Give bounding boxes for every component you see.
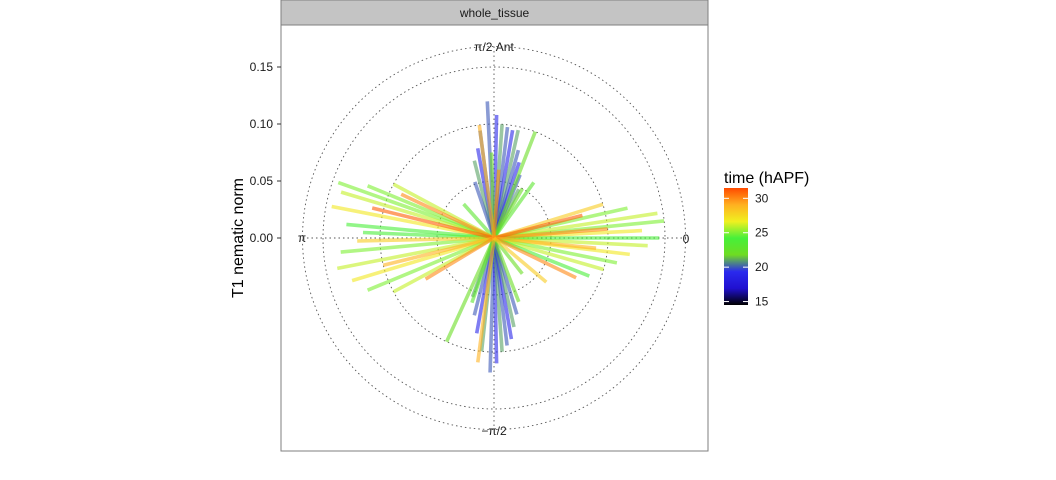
data-segment (476, 237, 496, 363)
data-segment (492, 169, 501, 239)
y-tick-label: 0.00 (250, 231, 274, 245)
data-segment (424, 236, 495, 281)
angle-label-left: π (298, 231, 306, 245)
data-segment (492, 131, 537, 239)
legend-tick-label: 30 (755, 191, 769, 205)
legend-ticks: 15 20 25 30 (724, 191, 769, 309)
angle-labels: 0 π/2 Ant π −π/2 (298, 40, 690, 438)
data-segment (462, 202, 496, 240)
data-segment (492, 237, 521, 303)
data-segment (357, 236, 495, 243)
legend-colorbar (724, 188, 748, 305)
data-segment (493, 236, 577, 280)
angle-label-bottom: −π/2 (481, 424, 507, 438)
y-tick-label: 0.10 (250, 117, 274, 131)
data-segment (382, 236, 495, 268)
facet-strip (280, 0, 709, 26)
data-segment (470, 237, 496, 304)
data-segment (492, 181, 536, 240)
y-tick-label: 0.15 (250, 60, 274, 74)
y-axis-title: T1 nematic norm (230, 178, 247, 298)
y-tick-label: 0.05 (250, 174, 274, 188)
data-segment (492, 236, 548, 284)
data-segment (366, 236, 495, 292)
legend-tick-label: 20 (755, 260, 769, 274)
data-segment (477, 124, 496, 239)
data-segment (371, 206, 495, 240)
data-segment (400, 192, 495, 240)
angle-label-right: 0 (683, 232, 690, 246)
legend-tick-label: 25 (755, 226, 769, 240)
data-segment (493, 211, 658, 240)
color-legend: time (hAPF) 15 20 25 30 (724, 170, 809, 309)
data-segment (493, 236, 597, 250)
legend-title: time (hAPF) (724, 170, 809, 187)
facet-label: whole_tissue (459, 6, 530, 20)
data-segments (331, 101, 665, 373)
data-segment (444, 237, 496, 343)
grid-circle (322, 66, 666, 410)
y-axis: 0.00 0.05 0.10 0.15 (250, 60, 281, 245)
legend-tick-label: 15 (755, 295, 769, 309)
data-segment (493, 236, 605, 272)
data-segment (493, 213, 583, 240)
data-segment (473, 181, 496, 239)
data-segment (493, 227, 608, 240)
angle-label-top: π/2 Ant (474, 40, 514, 54)
